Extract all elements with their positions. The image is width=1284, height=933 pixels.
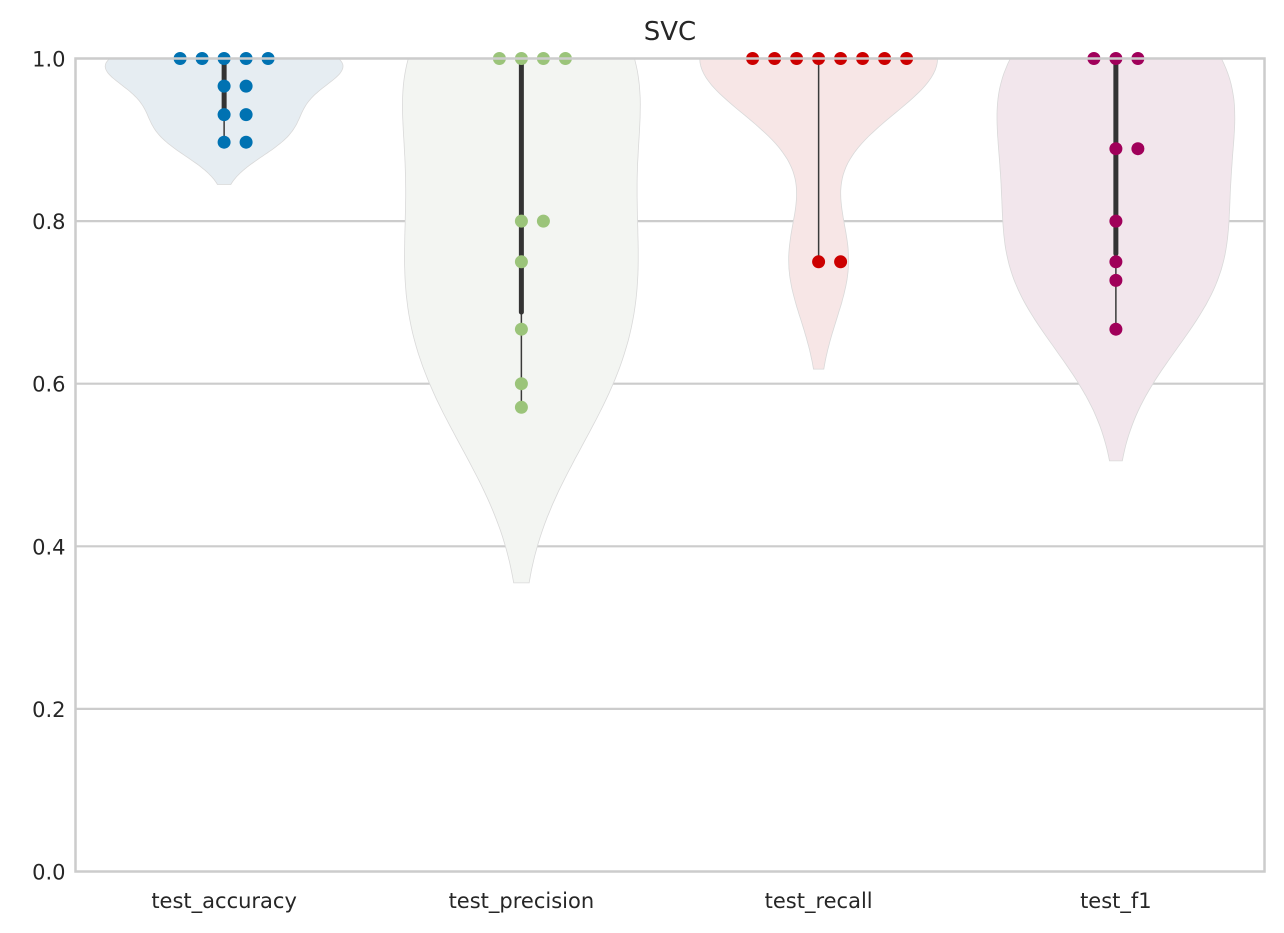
data-point <box>1109 142 1123 156</box>
data-point <box>217 108 231 122</box>
data-point <box>217 135 231 149</box>
data-point <box>536 214 550 228</box>
data-point <box>812 255 826 269</box>
data-point <box>1109 273 1123 287</box>
x-tick-label: test_recall <box>765 889 873 914</box>
data-point <box>514 214 528 228</box>
data-point <box>514 255 528 269</box>
x-tick-label: test_f1 <box>1080 889 1152 914</box>
plot-frame <box>74 57 1266 873</box>
data-point <box>239 135 253 149</box>
y-tick-label: 0.0 <box>32 861 65 885</box>
grid-lines <box>75 220 1265 711</box>
y-tick-label: 1.0 <box>32 48 65 72</box>
data-point <box>239 79 253 93</box>
x-tick-label: test_accuracy <box>151 889 297 914</box>
data-point <box>1131 142 1145 156</box>
data-point <box>1109 214 1123 228</box>
x-tick-labels: test_accuracy test_precision test_recall te… <box>151 889 1151 914</box>
y-tick-label: 0.8 <box>32 210 65 234</box>
chart-title: SVC <box>644 17 696 47</box>
y-tick-labels: 0.0 0.2 0.4 0.6 0.8 1.0 <box>32 48 65 885</box>
x-tick-label: test_precision <box>449 889 595 914</box>
data-point <box>217 79 231 93</box>
data-point <box>1109 255 1123 269</box>
data-point <box>834 255 848 269</box>
y-tick-label: 0.4 <box>32 535 65 559</box>
data-point <box>514 400 528 414</box>
data-point <box>239 108 253 122</box>
data-point <box>514 322 528 336</box>
data-point <box>1109 322 1123 336</box>
y-tick-label: 0.2 <box>32 698 65 722</box>
y-tick-label: 0.6 <box>32 373 65 397</box>
data-point <box>514 377 528 391</box>
